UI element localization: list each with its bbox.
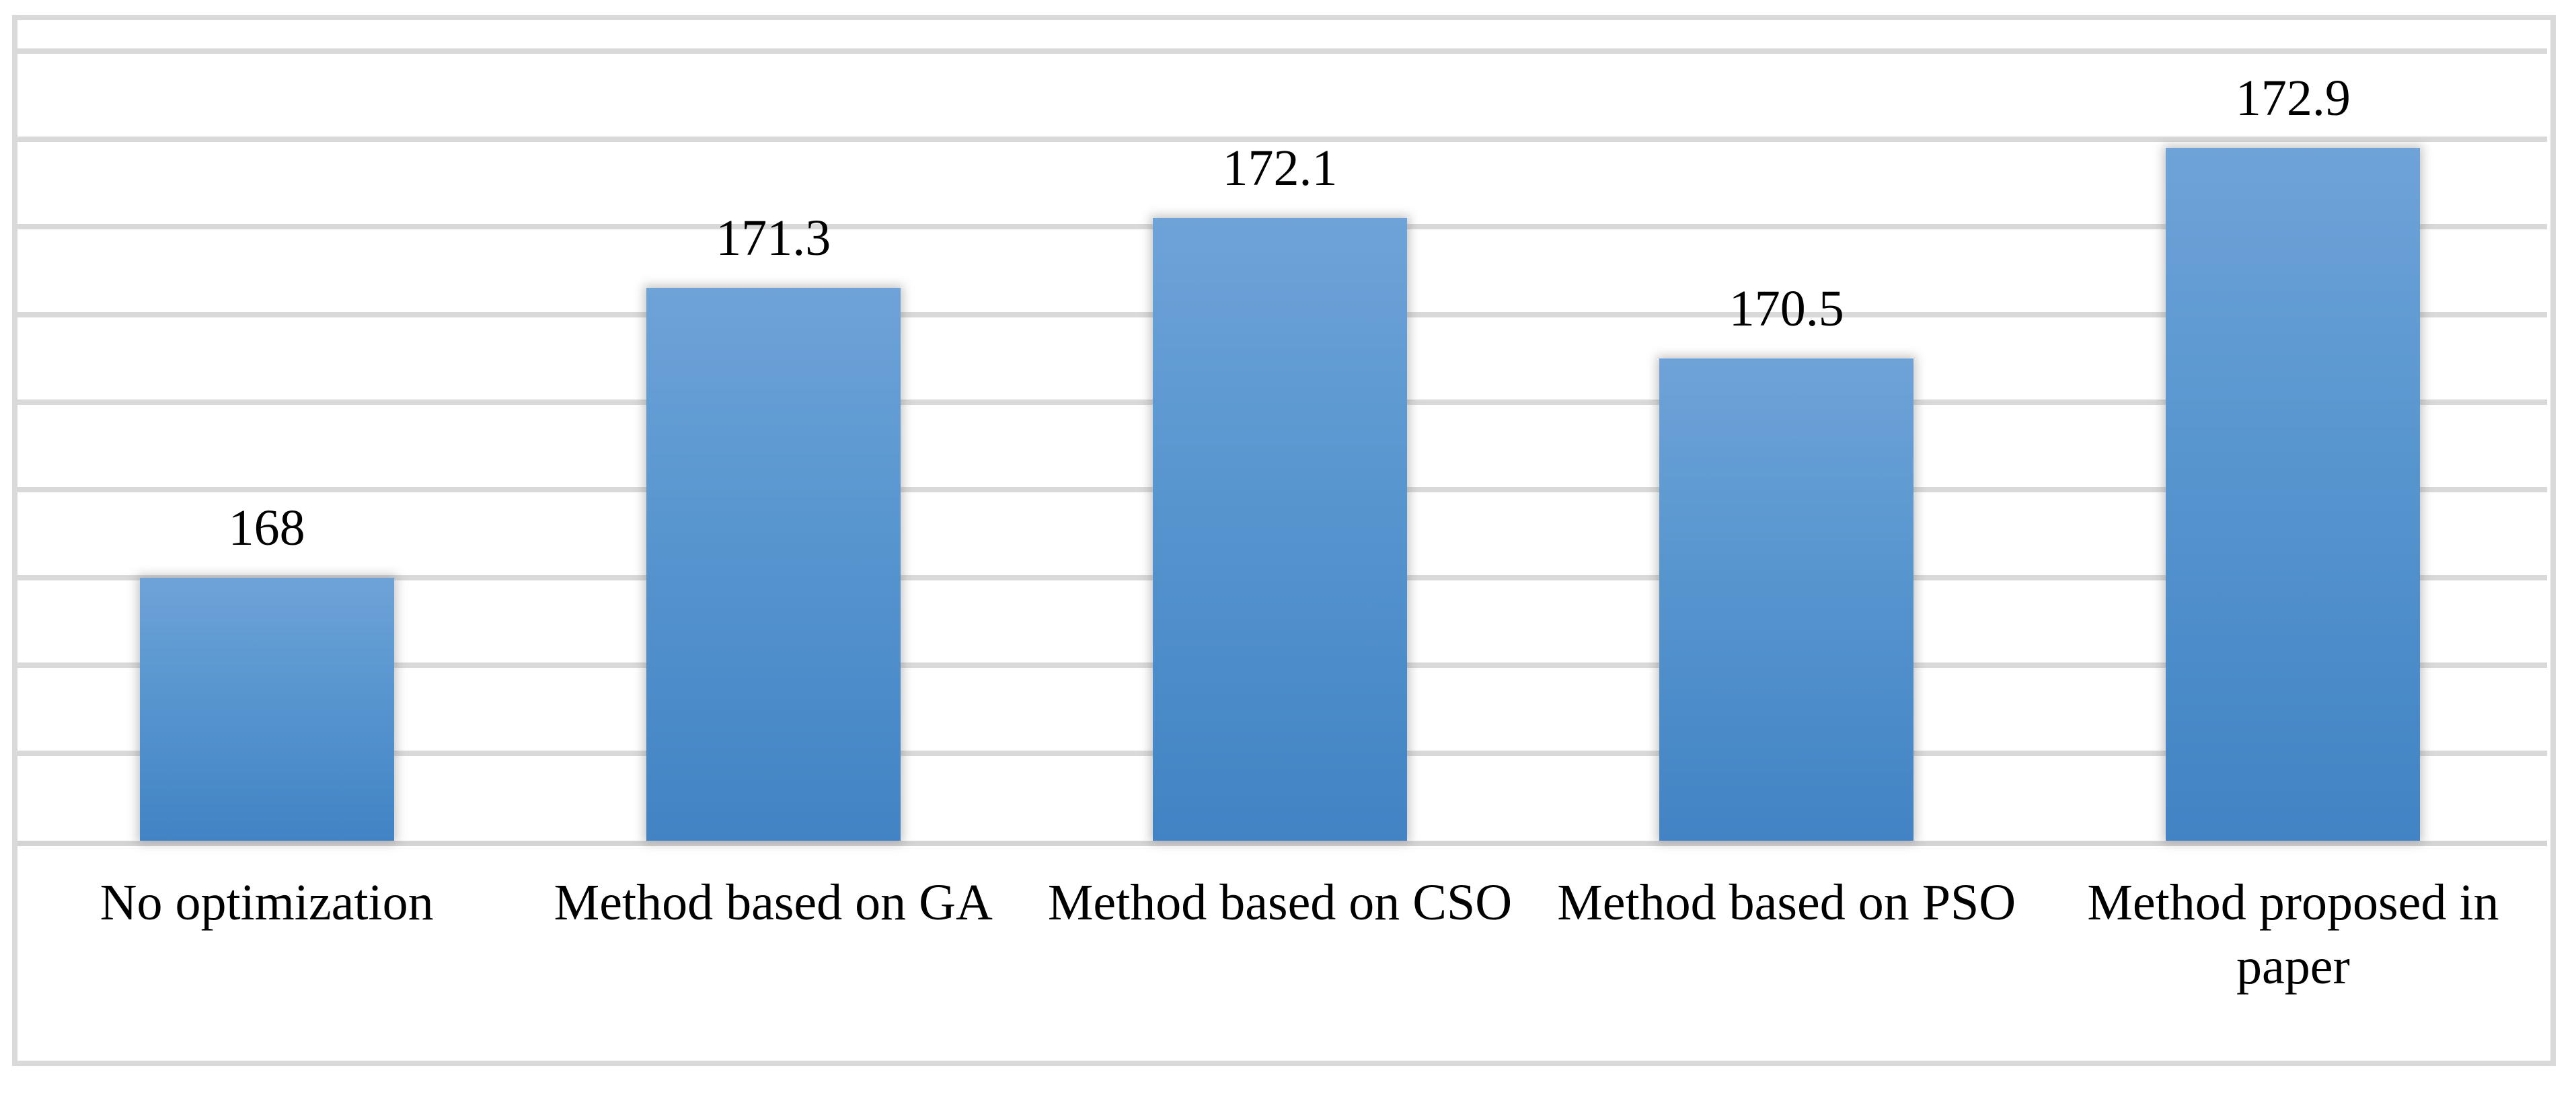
bar xyxy=(1153,218,1407,841)
category-label: Method based on GA xyxy=(554,874,993,931)
category-label: No optimization xyxy=(100,874,434,931)
bar xyxy=(2166,147,2421,841)
bar xyxy=(1659,358,1914,841)
bar xyxy=(646,288,901,841)
value-label: 170.5 xyxy=(1729,280,1844,337)
bar xyxy=(139,577,394,841)
gridline xyxy=(17,48,2547,54)
value-label: 171.3 xyxy=(716,210,831,267)
chart-border xyxy=(12,15,2556,1066)
gridline xyxy=(17,136,2547,142)
category-label: Method based on PSO xyxy=(1557,874,2016,931)
value-label: 172.9 xyxy=(2235,69,2351,126)
category-label: Method based on CSO xyxy=(1047,874,1513,931)
category-label: Method proposed in paper xyxy=(2087,874,2499,995)
x-axis-line xyxy=(17,841,2547,846)
value-label: 168 xyxy=(228,499,305,556)
value-label: 172.1 xyxy=(1222,140,1338,197)
